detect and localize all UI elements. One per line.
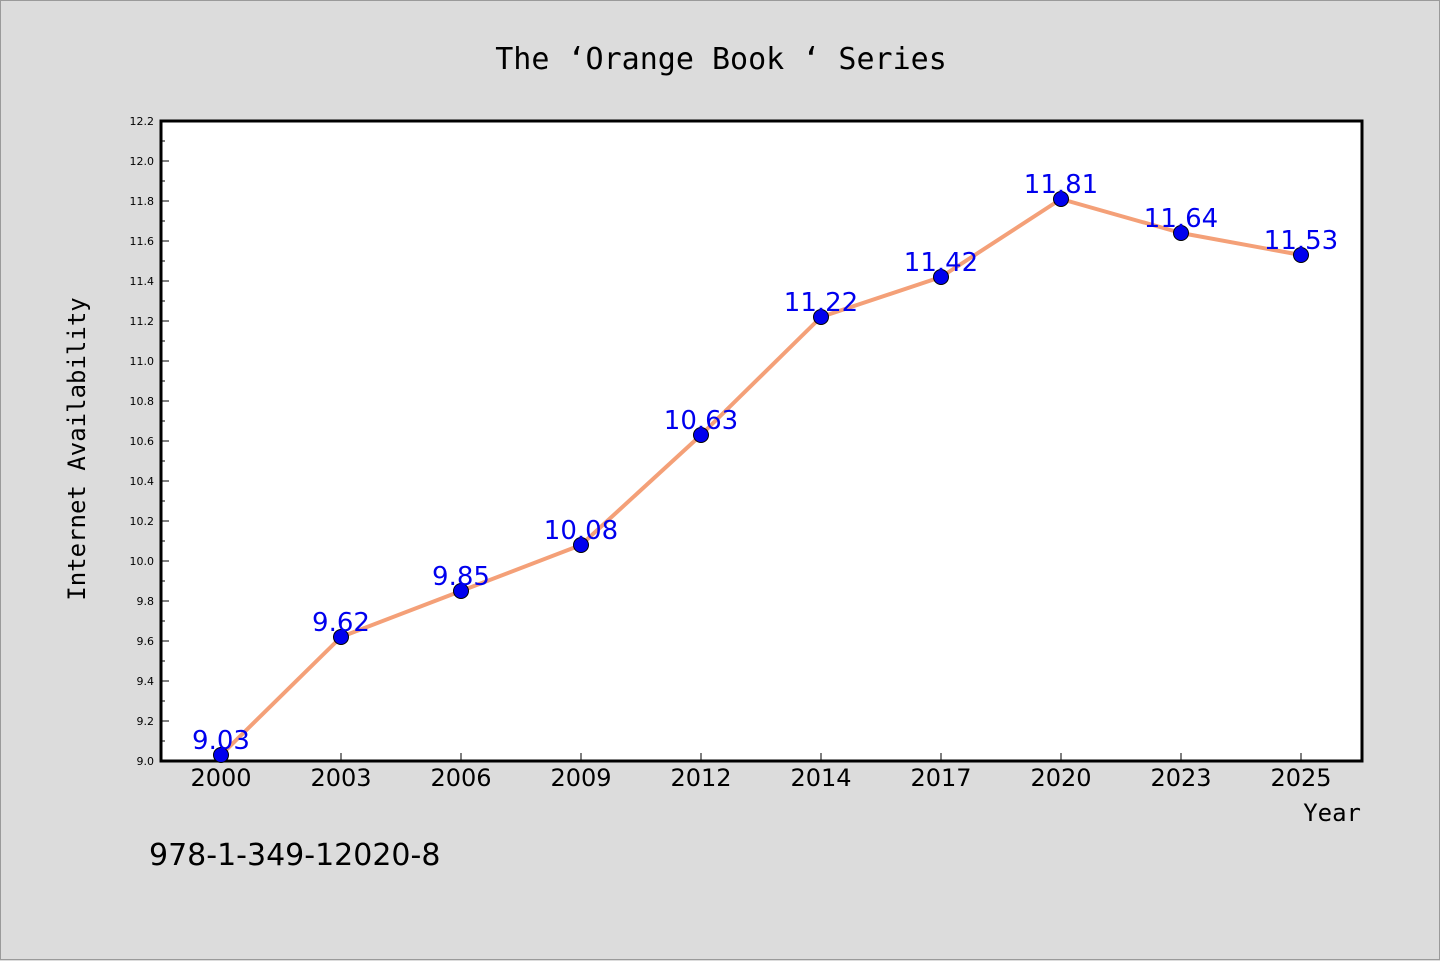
y-tick-label: 12.0 — [130, 155, 155, 168]
y-tick-label: 11.4 — [130, 275, 155, 288]
data-point — [813, 309, 829, 325]
data-label: 10.63 — [664, 406, 738, 436]
x-tick-label: 2006 — [430, 764, 491, 792]
data-point — [333, 629, 349, 645]
y-tick-label: 11.2 — [130, 315, 155, 328]
y-tick-label: 10.8 — [130, 395, 155, 408]
series-layer — [213, 191, 1309, 763]
x-tick-label: 2014 — [790, 764, 851, 792]
x-tick-label: 2020 — [1030, 764, 1091, 792]
y-tick-label: 9.6 — [137, 635, 155, 648]
data-label: 9.03 — [192, 726, 250, 756]
y-tick-label: 10.2 — [130, 515, 155, 528]
y-tick-label: 9.0 — [137, 755, 155, 768]
y-tick-label: 10.4 — [130, 475, 155, 488]
y-tick-label: 11.8 — [130, 195, 155, 208]
y-tick-label: 10.6 — [130, 435, 155, 448]
y-tick-label: 11.6 — [130, 235, 155, 248]
data-label: 11.81 — [1024, 170, 1098, 200]
data-label: 11.22 — [784, 288, 858, 318]
chart-title: The ‘Orange Book ‘ Series — [495, 42, 947, 77]
y-tick-label: 9.4 — [137, 675, 155, 688]
data-point — [693, 427, 709, 443]
y-tick-label: 9.8 — [137, 595, 155, 608]
x-tick-label: 2000 — [190, 764, 251, 792]
data-point — [933, 269, 949, 285]
data-labels-layer: 9.03 9.62 9.85 10.08 10.63 11.22 11.42 11.81 11.… — [192, 170, 1338, 756]
series-line — [219, 197, 1302, 757]
data-label: 11.53 — [1264, 226, 1338, 256]
y-tick-label: 12.2 — [130, 115, 155, 128]
data-point — [1293, 247, 1309, 263]
data-point — [573, 537, 589, 553]
x-tick-label: 2012 — [670, 764, 731, 792]
data-label: 11.42 — [904, 248, 978, 278]
y-axis-ticks: 9.0 9.2 9.4 9.6 9.8 10.0 10.2 10.4 10.6 10.8 11.0 1… — [130, 115, 169, 768]
x-tick-label: 2025 — [1270, 764, 1331, 792]
y-tick-label: 10.0 — [130, 555, 155, 568]
data-label: 10.08 — [544, 516, 618, 546]
x-tick-label: 2009 — [550, 764, 611, 792]
y-axis-label: Internet Availability — [63, 297, 91, 600]
data-label: 11.64 — [1144, 204, 1218, 234]
x-tick-label: 2023 — [1150, 764, 1211, 792]
data-label: 9.62 — [312, 608, 370, 638]
x-axis-label: Year — [1303, 799, 1361, 827]
x-axis-ticks: 2000 2003 2006 2009 2012 2014 2017 2020 2023 2025 — [190, 753, 1332, 792]
y-tick-label: 11.0 — [130, 355, 155, 368]
isbn-text: 978-1-349-12020-8 — [149, 838, 440, 873]
x-tick-label: 2003 — [310, 764, 371, 792]
y-tick-label: 9.2 — [137, 715, 155, 728]
data-point — [1053, 191, 1069, 207]
data-label: 9.85 — [432, 562, 490, 592]
data-point — [453, 583, 469, 599]
x-tick-label: 2017 — [910, 764, 971, 792]
data-point — [213, 747, 229, 763]
data-point — [1173, 225, 1189, 241]
